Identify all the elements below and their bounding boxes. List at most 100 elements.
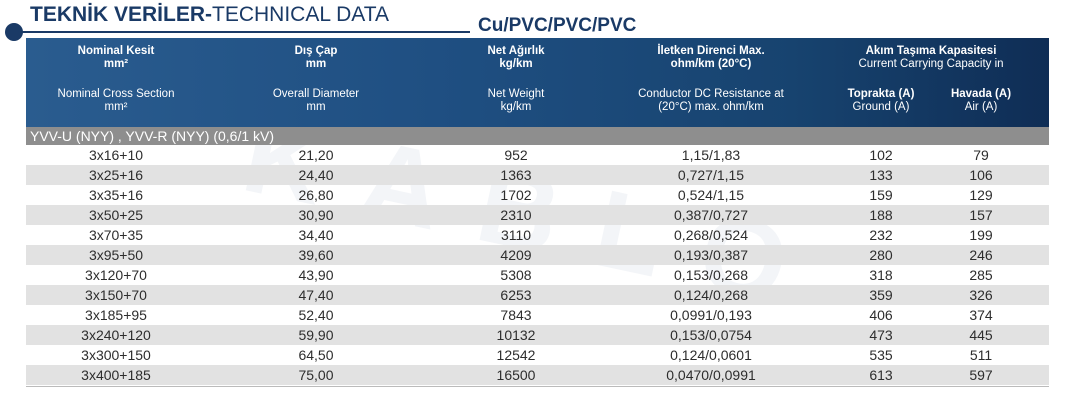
cell-ground: 188 <box>869 207 893 223</box>
cell-ground: 613 <box>869 367 893 383</box>
col-nominal-tr: Nominal Kesit mm² <box>77 45 155 70</box>
cell-diameter: 43,90 <box>298 267 334 283</box>
cell-section: 3x50+25 <box>88 207 144 223</box>
page-title: TEKNİK VERİLER-TECHNICAL DATA <box>30 3 389 27</box>
table-row: 3x120+70 43,90 5308 0,153/0,268 318 285 <box>26 265 1049 285</box>
col-weight-en: Net Weight kg/km <box>487 88 545 113</box>
cell-weight: 6253 <box>500 287 532 303</box>
cell-weight: 5308 <box>500 267 532 283</box>
cell-section: 3x35+16 <box>88 187 144 203</box>
cell-ground: 473 <box>869 327 893 343</box>
cell-resistance: 0,153/0,0754 <box>670 327 752 343</box>
title-light: TECHNICAL DATA <box>212 3 389 26</box>
cell-weight: 952 <box>504 147 528 163</box>
col-resistance-tr: İletken Direnci Max. ohm/km (20°C) <box>657 45 765 70</box>
cell-ground: 133 <box>869 167 893 183</box>
cell-air: 199 <box>969 227 993 243</box>
cell-diameter: 34,40 <box>298 227 334 243</box>
cell-section: 3x240+120 <box>81 327 151 343</box>
cell-weight: 12542 <box>496 347 536 363</box>
col-diameter-en: Overall Diameter mm <box>272 88 360 113</box>
cell-section: 3x400+185 <box>81 367 151 383</box>
col-ground: Toprakta (A) Ground (A) <box>847 88 915 113</box>
cell-resistance: 0,124/0,268 <box>674 287 748 303</box>
cell-air: 129 <box>969 187 993 203</box>
cell-ground: 406 <box>869 307 893 323</box>
cell-resistance: 0,153/0,268 <box>674 267 748 283</box>
col-diameter-tr: Dış Çap mm <box>294 45 338 70</box>
cell-air: 374 <box>969 307 993 323</box>
cell-section: 3x25+16 <box>88 167 144 183</box>
cell-air: 246 <box>969 247 993 263</box>
cell-ground: 318 <box>869 267 893 283</box>
cell-weight: 10132 <box>496 327 536 343</box>
cell-diameter: 47,40 <box>298 287 334 303</box>
cell-air: 326 <box>969 287 993 303</box>
cell-air: 445 <box>969 327 993 343</box>
table-row: 3x35+16 26,80 1702 0,524/1,15 159 129 <box>26 185 1049 205</box>
cell-ground: 280 <box>869 247 893 263</box>
table-row: 3x150+70 47,40 6253 0,124/0,268 359 326 <box>26 285 1049 305</box>
cell-diameter: 39,60 <box>298 247 334 263</box>
table-row: 3x95+50 39,60 4209 0,193/0,387 280 246 <box>26 245 1049 265</box>
cell-weight: 1702 <box>500 187 532 203</box>
table-row: 3x50+25 30,90 2310 0,387/0,727 188 157 <box>26 205 1049 225</box>
cell-section: 3x150+70 <box>85 287 147 303</box>
cell-ground: 359 <box>869 287 893 303</box>
cell-section: 3x70+35 <box>88 227 144 243</box>
table-row: 3x185+95 52,40 7843 0,0991/0,193 406 374 <box>26 305 1049 325</box>
col-air: Havada (A) Air (A) <box>950 88 1012 113</box>
cell-resistance: 0,0991/0,193 <box>670 307 752 323</box>
cell-diameter: 30,90 <box>298 207 334 223</box>
cell-resistance: 1,15/1,83 <box>681 147 741 163</box>
cell-air: 285 <box>969 267 993 283</box>
cell-air: 511 <box>969 347 993 363</box>
table-row: 3x70+35 34,40 3110 0,268/0,524 232 199 <box>26 225 1049 245</box>
cell-section: 3x185+95 <box>85 307 147 323</box>
cell-resistance: 0,124/0,0601 <box>670 347 752 363</box>
cell-resistance: 0,0470/0,0991 <box>666 367 756 383</box>
cell-weight: 4209 <box>500 247 532 263</box>
table-row: 3x25+16 24,40 1363 0,727/1,15 133 106 <box>26 165 1049 185</box>
cell-air: 79 <box>973 147 989 163</box>
cell-diameter: 52,40 <box>298 307 334 323</box>
cell-diameter: 21,20 <box>298 147 334 163</box>
cell-air: 157 <box>969 207 993 223</box>
cell-weight: 1363 <box>500 167 532 183</box>
cell-resistance: 0,387/0,727 <box>674 207 748 223</box>
cell-section: 3x120+70 <box>85 267 147 283</box>
col-resistance-en: Conductor DC Resistance at (20°C) max. oh… <box>638 88 784 113</box>
cell-diameter: 59,90 <box>298 327 334 343</box>
cell-resistance: 0,193/0,387 <box>674 247 748 263</box>
table-row: 3x16+10 21,20 952 1,15/1,83 102 79 <box>26 145 1049 165</box>
cell-air: 597 <box>969 367 993 383</box>
cell-weight: 2310 <box>500 207 532 223</box>
cell-section: 3x16+10 <box>88 147 144 163</box>
cell-ground: 159 <box>869 187 893 203</box>
col-nominal-en: Nominal Cross Section mm² <box>57 88 175 113</box>
col-weight-tr: Net Ağırlık kg/km <box>487 45 545 70</box>
cell-ground: 232 <box>869 227 893 243</box>
cell-weight: 3110 <box>500 227 532 243</box>
table-row: 3x240+120 59,90 10132 0,153/0,0754 473 445 <box>26 325 1049 345</box>
cable-type: Cu/PVC/PVC/PVC <box>478 15 637 36</box>
title-bold: TEKNİK VERİLER- <box>30 3 213 26</box>
title-underline <box>14 31 470 33</box>
cell-ground: 102 <box>869 147 893 163</box>
table-row: 3x400+185 75,00 16500 0,0470/0,0991 613 597 <box>26 365 1049 385</box>
cell-section: 3x300+150 <box>81 347 151 363</box>
table-body: 3x16+10 21,20 952 1,15/1,83 102 79 3x25+16 24,4… <box>26 145 1049 385</box>
cell-diameter: 26,80 <box>298 187 334 203</box>
table-row: 3x300+150 64,50 12542 0,124/0,0601 535 511 <box>26 345 1049 365</box>
section-row: YVV-U (NYY) , YVV-R (NYY) (0,6/1 kV) <box>26 127 1049 145</box>
cell-ground: 535 <box>869 347 893 363</box>
cell-diameter: 24,40 <box>298 167 334 183</box>
table-header: Nominal Kesit mm² Nominal Cross Section mm… <box>26 38 1049 127</box>
cell-diameter: 64,50 <box>298 347 334 363</box>
cell-air: 106 <box>969 167 993 183</box>
title-bar: TEKNİK VERİLER-TECHNICAL DATA Cu/PVC/PVC… <box>0 0 1075 41</box>
cell-weight: 16500 <box>496 367 536 383</box>
cell-resistance: 0,727/1,15 <box>677 167 745 183</box>
cell-resistance: 0,268/0,524 <box>674 227 748 243</box>
table-bottom-rule <box>26 386 1049 387</box>
